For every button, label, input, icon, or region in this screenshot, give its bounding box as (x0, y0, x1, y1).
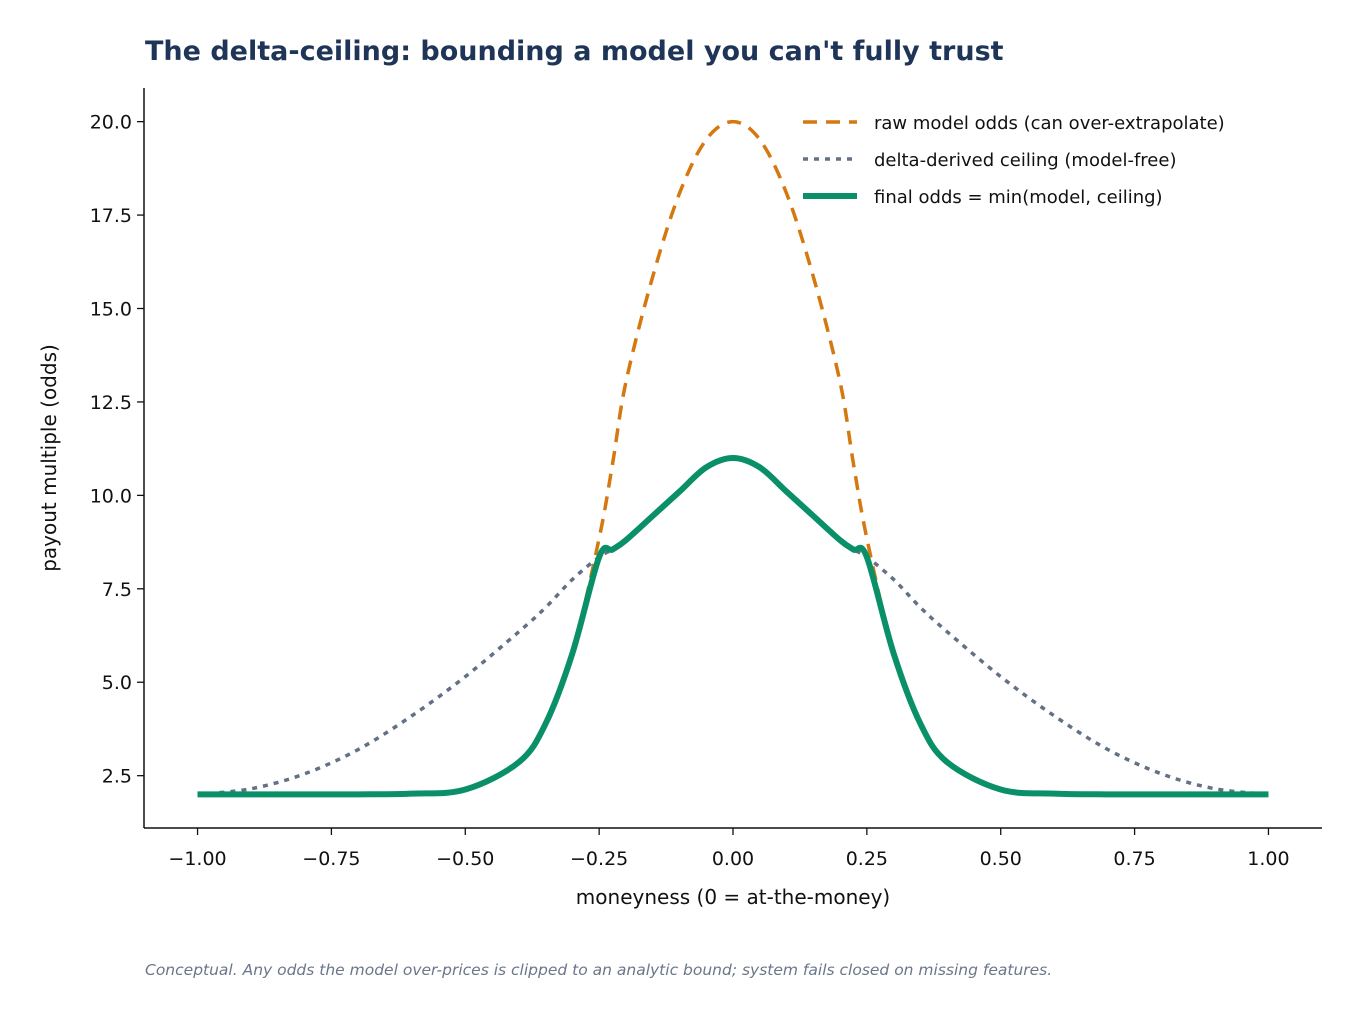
legend: raw model odds (can over-extrapolate) del… (803, 113, 1225, 208)
y-axis-label: payout multiple (odds) (37, 344, 61, 572)
x-tick-label: −1.00 (168, 848, 226, 870)
x-axis-label: moneyness (0 = at-the-money) (576, 885, 890, 909)
y-tick-label: 15.0 (90, 299, 132, 321)
x-tick-label: 0.25 (846, 848, 888, 870)
y-axis-ticks: 2.5 5.0 7.5 10.0 12.5 15.0 17.5 20.0 (90, 112, 144, 788)
x-tick-label: 0.50 (980, 848, 1022, 870)
legend-label: delta-derived ceiling (model-free) (874, 150, 1176, 171)
y-tick-label: 5.0 (102, 672, 132, 694)
y-tick-label: 17.5 (90, 205, 132, 227)
x-tick-label: 0.00 (712, 848, 754, 870)
y-tick-label: 10.0 (90, 485, 132, 507)
y-tick-label: 12.5 (90, 392, 132, 414)
x-tick-label: −0.75 (302, 848, 360, 870)
series-line-3 (197, 455, 1269, 798)
y-tick-label: 20.0 (90, 112, 132, 134)
x-tick-label: −0.25 (570, 848, 628, 870)
y-tick-label: 2.5 (102, 766, 132, 788)
chart-caption: Conceptual. Any odds the model over-pric… (145, 961, 1052, 979)
chart-title: The delta-ceiling: bounding a model you … (145, 36, 1004, 67)
x-tick-label: −0.50 (436, 848, 494, 870)
x-tick-label: 1.00 (1247, 848, 1289, 870)
legend-label: raw model odds (can over-extrapolate) (874, 113, 1225, 134)
x-axis-ticks: −1.00 −0.75 −0.50 −0.25 0.00 0.25 0.50 0.75 1.00 (168, 828, 1290, 870)
plot-area: −1.00 −0.75 −0.50 −0.25 0.00 0.25 0.50 0.75 1.00… (90, 88, 1322, 870)
y-tick-label: 7.5 (102, 579, 132, 601)
legend-label: final odds = min(model, ceiling) (874, 187, 1163, 208)
series-line-2 (197, 456, 1269, 797)
series-line-1 (197, 119, 1269, 797)
series-layer (197, 119, 1269, 798)
x-tick-label: 0.75 (1113, 848, 1155, 870)
